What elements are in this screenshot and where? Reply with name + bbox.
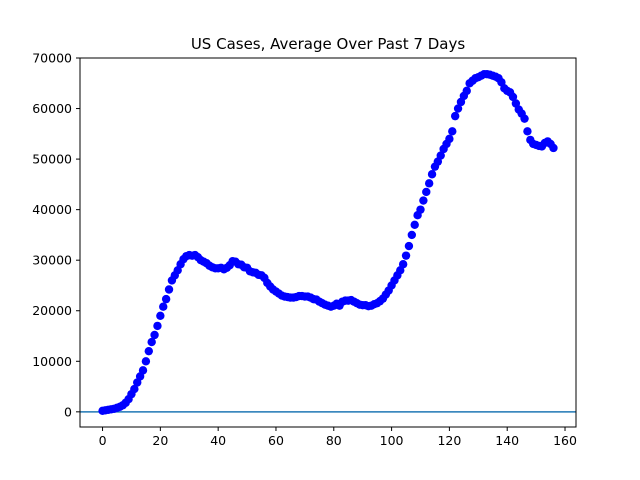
data-point xyxy=(407,230,417,240)
data-point xyxy=(130,384,139,394)
axes: 0 20 40 60 80 100 120 140 160 0 10000 20000 30000 400… xyxy=(32,51,577,449)
chart-title: US Cases, Average Over Past 7 Days xyxy=(191,35,465,53)
data-point xyxy=(427,170,437,179)
x-tick-label: 80 xyxy=(326,433,342,448)
data-point xyxy=(150,330,159,340)
x-tick-label: 160 xyxy=(553,433,577,448)
data-point xyxy=(159,302,168,311)
data-point xyxy=(419,196,428,205)
plot-area xyxy=(80,69,576,416)
data-point xyxy=(424,179,434,188)
data-point xyxy=(416,205,425,214)
x-tick-label: 100 xyxy=(380,433,404,448)
data-point xyxy=(549,143,558,153)
data-point xyxy=(398,260,408,269)
data-point xyxy=(156,311,165,320)
x-tick-label: 60 xyxy=(268,433,284,448)
x-tick-label: 120 xyxy=(437,433,461,448)
y-tick-label: 60000 xyxy=(32,101,72,116)
x-tick-label: 140 xyxy=(495,433,519,448)
axes-frame xyxy=(79,57,577,428)
data-point xyxy=(453,104,463,113)
data-point xyxy=(161,294,171,304)
y-tick-label: 0 xyxy=(64,404,72,419)
data-point xyxy=(450,111,460,121)
x-tick-label: 0 xyxy=(99,433,107,448)
data-point xyxy=(448,127,457,136)
data-point xyxy=(144,346,153,356)
data-point xyxy=(141,357,151,366)
data-point xyxy=(523,127,532,136)
x-tick-label: 20 xyxy=(152,433,168,448)
y-tick-label: 40000 xyxy=(32,202,72,217)
data-point xyxy=(508,92,518,102)
y-tick-label: 20000 xyxy=(32,303,72,318)
data-point xyxy=(410,220,419,230)
y-tick-label: 50000 xyxy=(32,152,72,167)
data-point xyxy=(436,151,445,160)
y-tick-label: 70000 xyxy=(32,51,72,66)
data-point xyxy=(138,366,148,375)
data-point xyxy=(445,134,454,144)
data-point xyxy=(422,187,431,197)
data-point xyxy=(147,337,156,347)
data-point xyxy=(153,321,162,331)
data-point xyxy=(164,285,174,294)
data-point xyxy=(462,86,471,96)
x-tick-label: 40 xyxy=(210,433,226,448)
data-point xyxy=(404,241,414,251)
data-point xyxy=(520,114,529,123)
y-tick-label: 30000 xyxy=(32,253,72,268)
y-tick-label: 10000 xyxy=(32,354,72,369)
data-point xyxy=(401,251,411,260)
